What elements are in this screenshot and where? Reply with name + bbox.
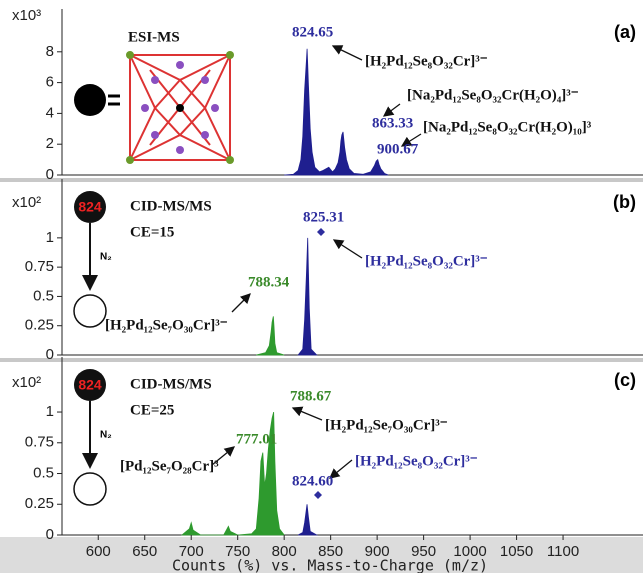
peak-annotation: [H₂Pd₁₂Se₈O₃₂Cr]³⁻ <box>365 253 488 269</box>
x-tick-label: 1000 <box>453 543 486 560</box>
peak-annotation: [Na₂Pd₁₂Se₈O₃₂Cr(H₂O)₄]³⁻ <box>407 87 579 103</box>
precursor-label: 824 <box>78 199 102 215</box>
y-tick-label: 6 <box>46 74 54 91</box>
x-tick-label: 800 <box>272 543 297 560</box>
panel-label: (c) <box>614 370 636 390</box>
annotation-arrow <box>231 293 251 313</box>
spectrum-area <box>256 316 285 356</box>
x-tick-label: 650 <box>132 543 157 560</box>
peak-annotation: 788.34 <box>248 274 290 290</box>
precursor-marker <box>317 228 325 236</box>
peak-annotation: 788.67 <box>290 388 332 404</box>
x-tick-label: 600 <box>86 543 111 560</box>
condition: CE=25 <box>130 402 174 418</box>
precursor-marker <box>314 491 322 499</box>
annotation-arrow <box>291 406 323 421</box>
product-ion <box>73 294 107 328</box>
annotation-arrow <box>332 239 363 259</box>
method: CID-MS/MS <box>130 376 212 392</box>
y-tick-label: 0.25 <box>25 495 54 512</box>
annotation-arrow <box>400 133 422 147</box>
panel-divider <box>0 358 643 362</box>
y-tick-label: 1 <box>46 229 54 246</box>
x-tick-label: 700 <box>179 543 204 560</box>
x-axis-band <box>0 537 643 573</box>
x-tick-label: 950 <box>411 543 436 560</box>
y-tick-label: 2 <box>46 135 54 152</box>
spectrum-area <box>284 48 389 176</box>
x-axis-label: Counts (%) vs. Mass-to-Charge (m/z) <box>172 557 488 573</box>
collision-gas: N₂ <box>100 252 112 263</box>
molecule <box>74 51 234 164</box>
y-tick-label: 0 <box>46 166 54 183</box>
product-ion <box>73 472 107 506</box>
y-tick-label: 1 <box>46 403 54 420</box>
x-tick-label: 1050 <box>500 543 533 560</box>
precursor-ion <box>74 369 106 401</box>
precursor-ion <box>74 191 106 223</box>
y-tick-label: 0 <box>46 346 54 363</box>
y-multiplier: x10² <box>12 194 41 211</box>
x-tick-label: 750 <box>225 543 250 560</box>
peak-annotation: 900.67 <box>377 141 419 157</box>
collision-gas: N₂ <box>100 430 112 441</box>
peak-annotation: 777.01 <box>236 431 277 447</box>
peak-annotation: [H₂Pd₁₂Se₇O₃₀Cr]³⁻ <box>105 317 228 333</box>
y-tick-label: 0.5 <box>33 464 54 481</box>
annotation-arrow <box>328 459 353 479</box>
method: ESI-MS <box>128 29 180 45</box>
peak-annotation: [Na₂Pd₁₂Se₈O₃₂Cr(H₂O)₁₀]³ <box>423 119 592 135</box>
panel-divider <box>0 178 643 182</box>
y-tick-label: 0.5 <box>33 287 54 304</box>
peak-annotation: [H₂Pd₁₂Se₈O₃₂Cr]³⁻ <box>355 453 478 469</box>
precursor-label: 824 <box>78 377 102 393</box>
peak-annotation: [Pd₁₂Se₇O₂₈Cr]³ <box>120 458 219 474</box>
annotation-arrow <box>331 45 363 61</box>
x-tick-label: 1100 <box>547 543 579 560</box>
y-multiplier: x10² <box>12 374 41 391</box>
y-multiplier: x10³ <box>12 7 41 24</box>
y-tick-label: 0.75 <box>25 434 54 451</box>
peak-annotation: [H₂Pd₁₂Se₈O₃₂Cr]³⁻ <box>365 53 488 69</box>
y-tick-label: 0.75 <box>25 258 54 275</box>
peak-annotation: 824.60 <box>292 473 333 489</box>
x-tick-label: 850 <box>318 543 343 560</box>
x-tick-label: 900 <box>365 543 390 560</box>
y-tick-label: 0.25 <box>25 317 54 334</box>
peak-annotation: 863.33 <box>372 115 413 131</box>
panel-label: (a) <box>614 22 636 42</box>
peak-annotation: 825.31 <box>303 209 344 225</box>
y-tick-label: 8 <box>46 43 54 60</box>
spectrum-area <box>297 237 318 356</box>
condition: CE=15 <box>130 224 174 240</box>
panel-label: (b) <box>613 192 636 212</box>
y-tick-label: 0 <box>46 526 54 543</box>
y-tick-label: 4 <box>46 104 54 121</box>
spectrum-area <box>180 411 285 536</box>
peak-annotation: 824.65 <box>292 24 333 40</box>
peak-annotation: [H₂Pd₁₂Se₇O₃₀Cr]³⁻ <box>325 417 448 433</box>
annotation-arrow <box>211 446 236 466</box>
method: CID-MS/MS <box>130 198 212 214</box>
annotation-arrow <box>382 103 401 117</box>
spectrum-area <box>297 504 319 536</box>
